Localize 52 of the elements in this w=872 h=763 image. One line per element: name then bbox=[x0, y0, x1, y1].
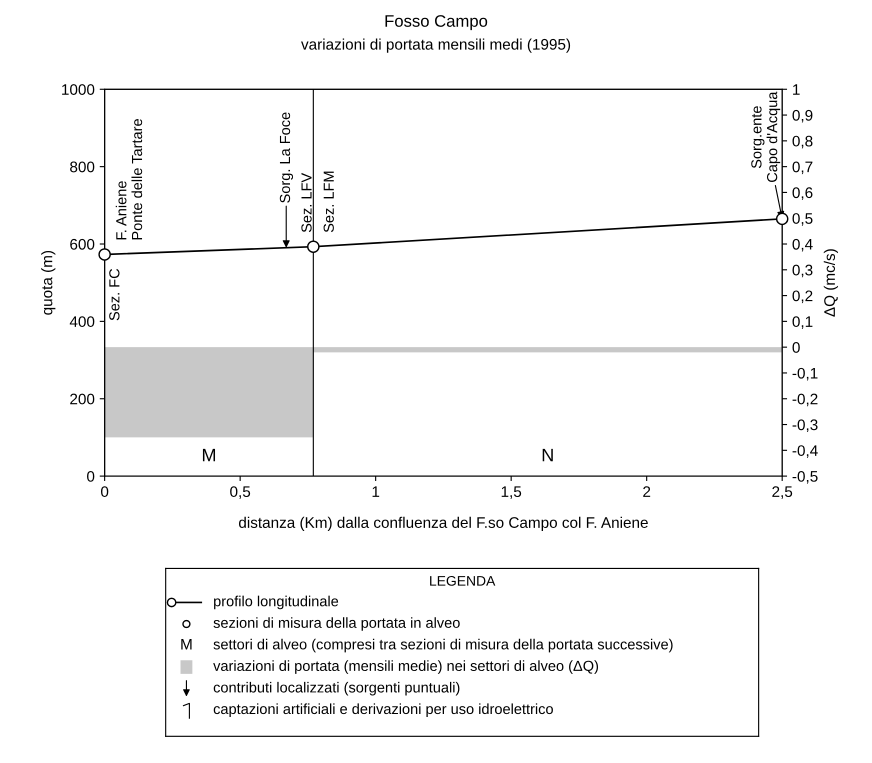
y2-tick-label: -0,3 bbox=[792, 419, 818, 432]
legend-label: profilo longitudinale bbox=[214, 596, 338, 610]
y-tick-label: 1000 bbox=[62, 84, 94, 95]
y2-tick-label: 0,6 bbox=[792, 187, 812, 200]
text: sezioni di misura della portata in alveo bbox=[214, 617, 460, 631]
y2-tick-label: 0,5 bbox=[792, 213, 813, 226]
x-tick-label: 1 bbox=[372, 486, 380, 497]
y2-tick-label: 0,3 bbox=[792, 264, 812, 278]
y2-tick-label: 0,2 bbox=[792, 290, 812, 304]
text: M bbox=[181, 639, 192, 650]
y2-tick-label: 0,8 bbox=[792, 136, 812, 148]
y2-axis-title: ΔQ (mc/s) bbox=[824, 249, 838, 317]
x-tick-label: 2 bbox=[643, 486, 650, 497]
text: contributi localizzati (sorgenti puntuali) bbox=[214, 682, 460, 696]
y2-tick-label: -0,1 bbox=[792, 368, 818, 380]
y-tick-label: 600 bbox=[70, 238, 94, 250]
annotation: M bbox=[202, 448, 216, 462]
annotation: Sorg.ente Capo d'Acqua bbox=[751, 92, 780, 182]
text: captazioni artificiali e derivazioni per uso idroelettrico bbox=[214, 703, 553, 718]
x-axis-title: distanza (Km) dalla confluenza del F.so Campo col F. Aniene bbox=[238, 516, 648, 531]
y2-tick-label: 0,1 bbox=[792, 316, 812, 329]
text: settori di alveo (compresi tra sezioni di misura della portata successive) bbox=[214, 638, 673, 652]
y-axis-title: quota (m) bbox=[41, 250, 56, 315]
annotation: F. Aniene Ponte delle Tartare bbox=[116, 119, 142, 240]
x-tick-label: 2,5 bbox=[772, 486, 792, 499]
y-tick-label: 400 bbox=[70, 316, 94, 328]
y2-tick-label: -0,5 bbox=[792, 470, 818, 484]
y2-tick-label: 0,9 bbox=[792, 110, 812, 123]
annotation: Sez. LFV bbox=[301, 172, 312, 232]
point bbox=[776, 212, 788, 226]
legend-title: LEGENDA bbox=[430, 576, 496, 586]
y2-tick-label: 0 bbox=[792, 342, 800, 353]
chart-subtitle: variazioni di portata mensili medi (1995) bbox=[301, 38, 570, 53]
y2-tick-label: -0,2 bbox=[792, 394, 818, 406]
annotation: Sez. LFM bbox=[324, 172, 334, 232]
annotation: N bbox=[542, 448, 553, 462]
annotation: Sez. FC bbox=[109, 268, 120, 320]
y-tick-label: 200 bbox=[70, 394, 94, 404]
x-tick-label: 1,5 bbox=[502, 486, 522, 499]
point bbox=[98, 248, 111, 261]
point bbox=[307, 240, 320, 253]
y-tick-label: 0 bbox=[87, 470, 94, 482]
annotation: Sorg. La Foce bbox=[280, 112, 294, 203]
y2-tick-label: -0,4 bbox=[792, 445, 818, 458]
y2-tick-label: 0,7 bbox=[792, 162, 812, 174]
y2-tick-label: 0,4 bbox=[792, 238, 813, 252]
legend-label: variazioni di portata (mensili medie) nei settori di alveo (ΔQ) bbox=[213, 660, 598, 674]
chart-title: Fosso Campo bbox=[386, 15, 488, 30]
y2-tick-label: 1 bbox=[793, 84, 800, 95]
y-tick-label: 800 bbox=[70, 162, 94, 172]
x-tick-label: 0 bbox=[100, 486, 108, 498]
x-tick-label: 0,5 bbox=[230, 486, 250, 499]
